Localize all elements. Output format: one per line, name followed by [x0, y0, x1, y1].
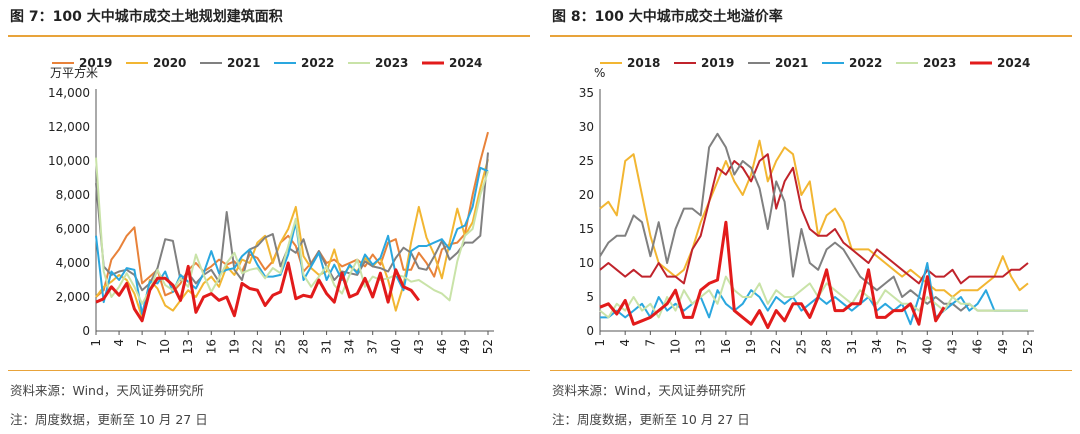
building-area-chart: 万平方米 0 2,000 4,000 6,000 8,000 10,000 12,000 14,…: [48, 56, 495, 354]
x-tick-label: 4: [112, 339, 126, 347]
x-tick-label: 34: [343, 339, 357, 354]
left-chart-panel: 图 7：100 大中城市成交土地规划建筑面积 万平方米 0 2,000 4,000 6,…: [8, 0, 538, 434]
source-note: 资料来源：Wind，天风证券研究所: [552, 383, 746, 398]
y-tick-label: 0: [82, 324, 90, 338]
y-tick-label: 35: [579, 86, 594, 100]
legend-label-2018: 2018: [627, 56, 660, 70]
y-tick-label: 12,000: [48, 120, 90, 134]
x-tick-label: 46: [971, 339, 985, 354]
x-tick-label: 25: [794, 339, 808, 354]
x-tick-label: 16: [719, 339, 733, 354]
x-tick-label: 37: [895, 339, 909, 354]
legend-label-2019: 2019: [701, 56, 734, 70]
footer-rule: [8, 370, 530, 371]
source-note: 资料来源：Wind，天风证券研究所: [10, 383, 204, 398]
chart-title: 图 8：100 大中城市成交土地溢价率: [552, 9, 783, 25]
legend-label-2024: 2024: [997, 56, 1030, 70]
x-tick-label: 34: [870, 339, 884, 354]
y-tick-label: 2,000: [56, 290, 90, 304]
x-tick-label: 37: [366, 339, 380, 354]
y-unit-label: 万平方米: [50, 65, 98, 80]
x-tick-label: 31: [845, 339, 859, 354]
x-tick-label: 40: [389, 339, 403, 354]
title-rule: [8, 35, 530, 37]
y-tick-label: 6,000: [56, 222, 90, 236]
y-tick-label: 15: [579, 222, 594, 236]
y-tick-label: 30: [579, 120, 594, 134]
series-line-2019: [599, 153, 1029, 285]
y-tick-label: 14,000: [48, 86, 90, 100]
y-tick-label: 25: [579, 154, 594, 168]
update-note: 注：周度数据，更新至 10 月 27 日: [552, 412, 750, 427]
x-tick-label: 13: [694, 339, 708, 354]
x-tick-label: 31: [320, 339, 334, 354]
y-tick-label: 8,000: [56, 188, 90, 202]
x-tick-label: 22: [769, 339, 783, 354]
x-tick-label: 52: [481, 339, 495, 354]
chart-title: 图 7：100 大中城市成交土地规划建筑面积: [10, 9, 283, 25]
x-tick-label: 7: [643, 339, 657, 347]
y-tick-label: 5: [586, 290, 594, 304]
y-tick-label: 0: [586, 324, 594, 338]
x-tick-label: 40: [920, 339, 934, 354]
series-line-2020: [95, 159, 489, 319]
x-tick-label: 4: [618, 339, 632, 347]
x-tick-label: 19: [744, 339, 758, 354]
legend-label-2022: 2022: [849, 56, 882, 70]
x-tick-label: 46: [435, 339, 449, 354]
x-tick-label: 25: [273, 339, 287, 354]
series-line-2022: [95, 166, 489, 315]
series-line-2021: [599, 132, 1028, 312]
y-tick-label: 10: [579, 256, 594, 270]
x-tick-label: 28: [820, 339, 834, 354]
legend-label-2021: 2021: [775, 56, 808, 70]
x-tick-label: 49: [458, 339, 472, 354]
series-line-2018: [599, 139, 1029, 298]
series-line-2021: [95, 152, 489, 292]
x-tick-label: 49: [996, 339, 1010, 354]
legend-label-2023: 2023: [375, 56, 408, 70]
x-tick-label: 1: [89, 339, 103, 347]
legend-label-2023: 2023: [923, 56, 956, 70]
x-tick-label: 28: [297, 339, 311, 354]
x-tick-label: 43: [945, 339, 959, 354]
x-tick-label: 7: [135, 339, 149, 347]
legend-label-2024: 2024: [449, 56, 482, 70]
x-tick-label: 13: [181, 339, 195, 354]
legend-label-2019: 2019: [79, 56, 112, 70]
y-unit-label: %: [594, 66, 605, 80]
title-rule: [550, 35, 1072, 37]
right-chart-panel: 图 8：100 大中城市成交土地溢价率 % 0 5 10 15 20 25 30 35 1 4 7 10…: [550, 0, 1080, 434]
series-line-2024: [95, 261, 420, 323]
legend-label-2021: 2021: [227, 56, 260, 70]
y-tick-label: 10,000: [48, 154, 90, 168]
x-tick-label: 1: [593, 339, 607, 347]
legend-label-2020: 2020: [153, 56, 186, 70]
x-tick-label: 10: [669, 339, 683, 354]
y-tick-label: 20: [579, 188, 594, 202]
series-line-2024: [599, 220, 946, 330]
premium-rate-chart: % 0 5 10 15 20 25 30 35 1 4 7 10 13 16 19 22 25 28 31 34 37 40…: [579, 56, 1035, 354]
x-tick-label: 43: [412, 339, 426, 354]
x-tick-label: 22: [250, 339, 264, 354]
series-line-2023: [599, 275, 1028, 319]
legend-label-2022: 2022: [301, 56, 334, 70]
x-tick-label: 52: [1021, 339, 1035, 354]
y-tick-label: 4,000: [56, 256, 90, 270]
x-tick-label: 10: [158, 339, 172, 354]
footer-rule: [550, 370, 1072, 371]
x-tick-label: 19: [227, 339, 241, 354]
x-tick-label: 16: [204, 339, 218, 354]
update-note: 注：周度数据，更新至 10 月 27 日: [10, 412, 208, 427]
